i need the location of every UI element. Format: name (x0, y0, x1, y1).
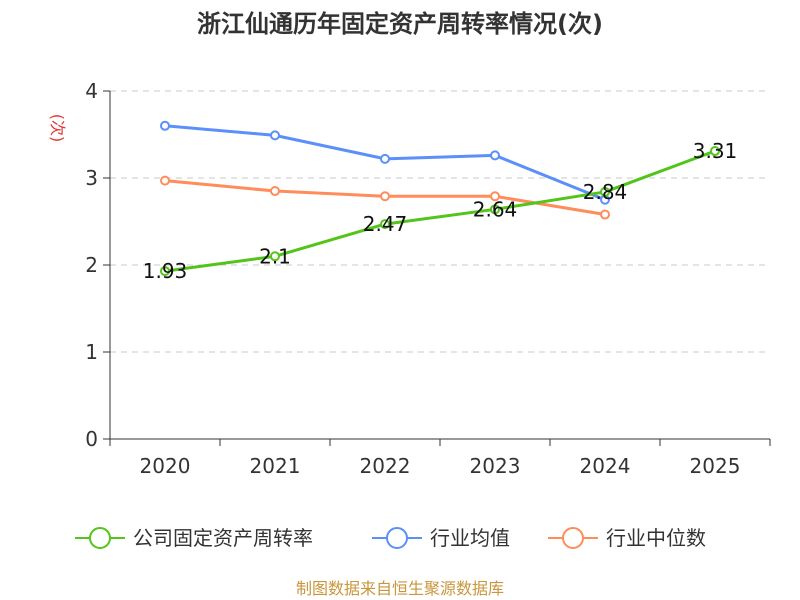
data-point (490, 191, 500, 202)
legend: 公司固定资产周转率 行业均值 行业中位数 (75, 526, 706, 550)
series-line-0 (164, 149, 716, 273)
data-point (380, 219, 390, 230)
x-tick-label: 2023 (470, 454, 521, 478)
data-label: 2.84 (583, 180, 628, 204)
legend-marker (562, 527, 584, 549)
data-point (380, 191, 390, 202)
data-point (270, 186, 280, 197)
x-tick-label: 2021 (250, 454, 301, 478)
axes: 0 1 2 3 4 2020 2021 2022 2023 2024 2025 (85, 79, 771, 478)
y-tick-label: 0 (85, 427, 98, 451)
data-point (380, 153, 390, 164)
data-label: 3.31 (693, 139, 738, 163)
data-point (600, 186, 610, 197)
y-axis-label: (次) (48, 114, 67, 143)
legend-marker (386, 527, 408, 549)
data-label: 1.93 (143, 259, 188, 283)
source-note: 制图数据来自恒生聚源数据库 (296, 579, 504, 598)
legend-label: 行业均值 (430, 526, 510, 550)
y-tick-label: 1 (85, 340, 98, 364)
legend-marker (89, 527, 111, 549)
data-label: 2.1 (259, 244, 291, 268)
data-label: 2.64 (473, 197, 518, 221)
series-points (160, 120, 720, 277)
data-point (490, 204, 500, 215)
data-label: 2.47 (363, 212, 408, 236)
series-lines (164, 124, 716, 273)
data-point (710, 146, 720, 157)
data-point (160, 120, 170, 131)
data-point (160, 266, 170, 277)
y-tick-label: 3 (85, 166, 98, 190)
data-point (600, 209, 610, 220)
x-tick-label: 2020 (140, 454, 191, 478)
x-tick-label: 2024 (580, 454, 631, 478)
data-point (490, 150, 500, 161)
legend-label: 公司固定资产周转率 (133, 526, 313, 550)
y-tick-label: 2 (85, 253, 98, 277)
data-labels: 1.93 2.1 2.47 2.64 2.84 3.31 (143, 139, 738, 283)
x-tick-label: 2022 (360, 454, 411, 478)
y-tick-label: 4 (85, 79, 98, 103)
data-point (160, 175, 170, 186)
legend-label: 行业中位数 (606, 526, 706, 550)
x-tick-label: 2025 (690, 454, 741, 478)
data-point (270, 130, 280, 141)
data-point (270, 251, 280, 262)
chart-title: 浙江仙通历年固定资产周转率情况(次) (197, 10, 603, 38)
